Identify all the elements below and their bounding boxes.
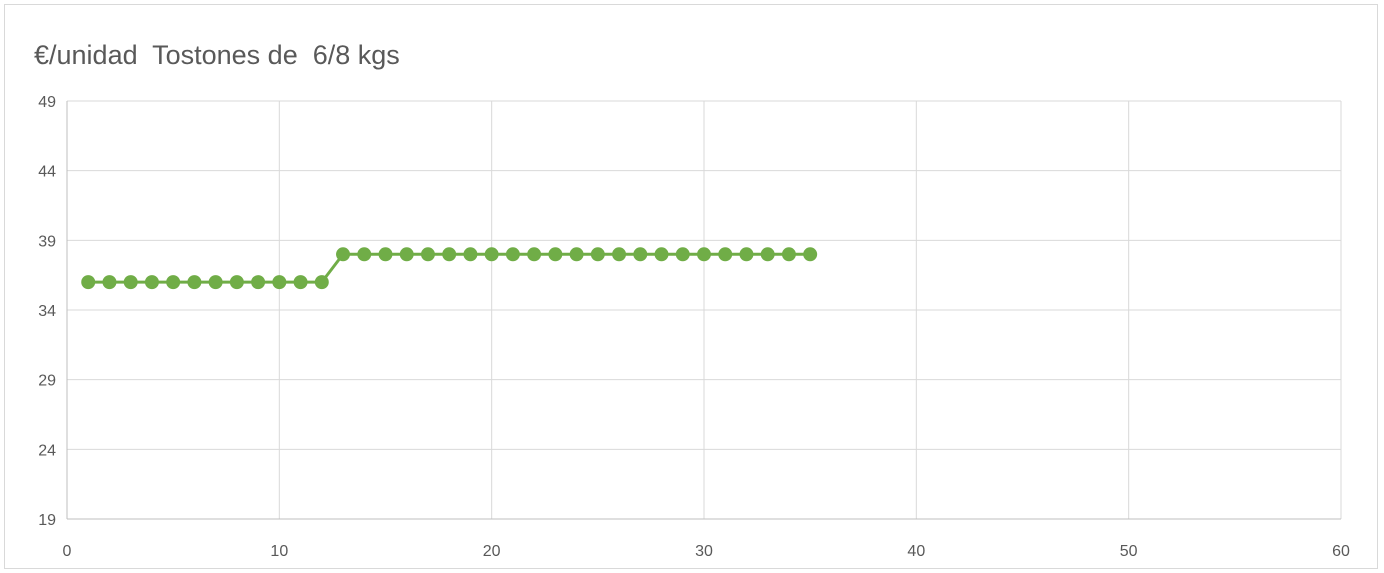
x-tick-label: 40 bbox=[907, 543, 925, 560]
x-tick-label: 10 bbox=[270, 543, 288, 560]
data-point-marker bbox=[166, 275, 181, 290]
y-tick-labels: 19 24 29 34 39 44 49 bbox=[38, 94, 56, 529]
data-point-marker bbox=[81, 275, 96, 290]
series-group bbox=[81, 247, 818, 290]
x-tick-labels: 0 10 20 30 40 50 60 bbox=[63, 543, 1350, 560]
data-point-marker bbox=[399, 247, 414, 262]
y-tick-label: 24 bbox=[38, 442, 56, 459]
data-point-marker bbox=[208, 275, 223, 290]
x-tick-label: 20 bbox=[483, 543, 501, 560]
data-point-marker bbox=[251, 275, 266, 290]
data-point-marker bbox=[697, 247, 711, 262]
data-point-marker bbox=[229, 275, 244, 290]
x-tick-label: 60 bbox=[1332, 543, 1350, 560]
data-point-marker bbox=[718, 247, 733, 262]
data-point-marker bbox=[293, 275, 308, 290]
data-point-marker bbox=[803, 247, 818, 262]
data-point-marker bbox=[654, 247, 669, 262]
data-point-marker bbox=[633, 247, 648, 262]
y-tick-label: 34 bbox=[38, 303, 56, 320]
y-tick-label: 29 bbox=[38, 373, 56, 390]
y-tick-label: 44 bbox=[38, 164, 56, 181]
data-point-marker bbox=[527, 247, 542, 262]
data-point-marker bbox=[569, 247, 584, 262]
y-tick-label: 19 bbox=[38, 512, 56, 529]
data-point-marker bbox=[187, 275, 202, 290]
data-point-marker bbox=[272, 275, 287, 290]
y-tick-label: 39 bbox=[38, 233, 56, 250]
x-tick-label: 50 bbox=[1120, 543, 1138, 560]
x-tick-label: 30 bbox=[695, 543, 713, 560]
chart-title: €/unidad Tostones de 6/8 kgs bbox=[34, 40, 400, 70]
data-point-marker bbox=[739, 247, 754, 262]
data-point-marker bbox=[675, 247, 690, 262]
data-point-marker bbox=[590, 247, 605, 262]
horizontal-gridlines bbox=[67, 100, 1341, 450]
data-point-marker bbox=[420, 247, 435, 262]
y-tick-label: 49 bbox=[38, 94, 56, 111]
data-point-marker bbox=[102, 275, 117, 290]
data-point-marker bbox=[144, 275, 159, 290]
data-point-marker bbox=[505, 247, 520, 262]
data-point-marker bbox=[442, 247, 457, 262]
data-point-marker bbox=[484, 247, 499, 262]
x-tick-label: 0 bbox=[63, 543, 72, 560]
data-point-marker bbox=[336, 247, 351, 262]
data-point-marker bbox=[378, 247, 393, 262]
axes bbox=[66, 101, 1341, 520]
data-point-marker bbox=[357, 247, 372, 262]
data-point-marker bbox=[463, 247, 478, 262]
data-point-marker bbox=[123, 275, 138, 290]
data-point-marker bbox=[781, 247, 796, 262]
data-point-marker bbox=[314, 275, 329, 290]
data-point-marker bbox=[548, 247, 563, 262]
data-point-marker bbox=[760, 247, 775, 262]
data-point-marker bbox=[612, 247, 627, 262]
